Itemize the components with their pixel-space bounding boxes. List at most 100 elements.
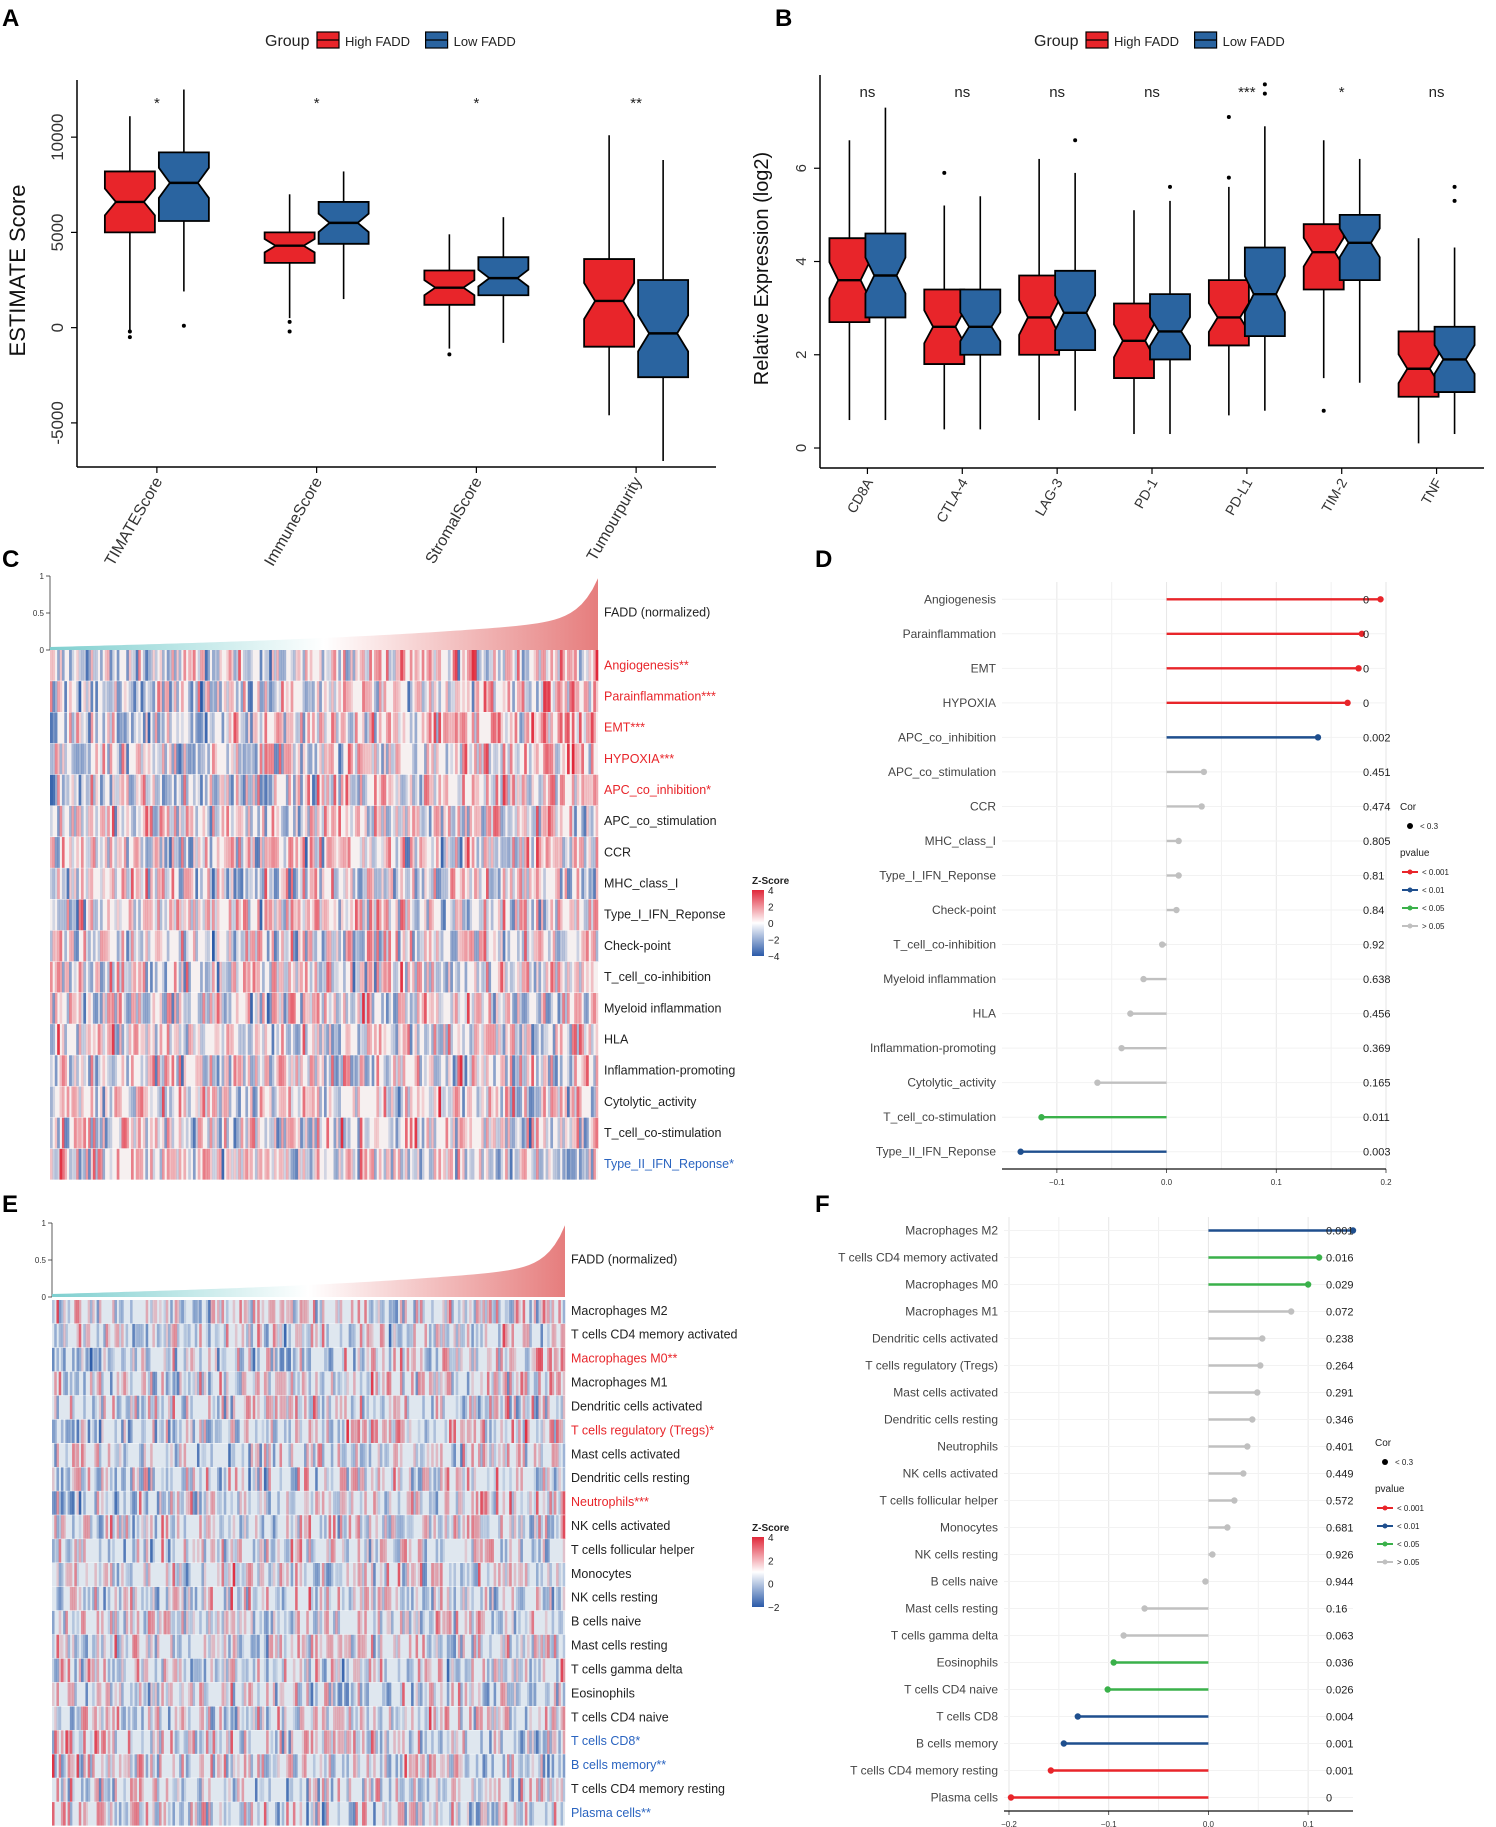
heatmap-cell (489, 1395, 492, 1420)
heatmap-cell (271, 805, 275, 838)
heatmap-cell (61, 837, 65, 869)
heatmap-cell (538, 1515, 541, 1540)
heatmap-cell (420, 1563, 423, 1587)
heatmap-cell (161, 1515, 164, 1540)
heatmap-cell (247, 837, 251, 869)
heatmap-cell (388, 1419, 392, 1444)
heatmap-cell (391, 1419, 394, 1444)
heatmap-cell (277, 1586, 280, 1611)
heatmap-cell (243, 1419, 247, 1444)
heatmap-cell (90, 805, 94, 838)
heatmap-cell (345, 681, 349, 713)
pvalue-legend-item: < 0.001 (1422, 868, 1449, 877)
heatmap-cell (411, 1371, 414, 1396)
heatmap-cell (393, 1323, 396, 1348)
heatmap-cell (157, 681, 160, 713)
heatmap-cell (76, 1563, 80, 1587)
heatmap-cell (486, 1539, 490, 1563)
heatmap-cell (333, 899, 337, 931)
heatmap-cell (104, 1117, 108, 1149)
heatmap-cell (545, 1148, 549, 1180)
heatmap-cell (339, 1515, 343, 1540)
heatmap-cell (179, 1371, 182, 1396)
heatmap-cell (569, 837, 573, 869)
heatmap-cell (221, 868, 225, 900)
heatmap-cell (219, 1300, 222, 1324)
heatmap-cell (337, 1300, 341, 1324)
heatmap-cell (481, 1055, 484, 1087)
heatmap-cell (269, 774, 272, 806)
heatmap-cell (312, 1086, 315, 1118)
heatmap-cell (559, 774, 563, 806)
heatmap-cell (490, 837, 494, 869)
heatmap-cell (540, 1323, 543, 1348)
heatmap-cell (130, 1395, 133, 1420)
heatmap-cell (524, 805, 527, 838)
heatmap-cell (121, 1055, 125, 1087)
heatmap-cell (345, 992, 349, 1025)
y-tick-label: 6 (793, 164, 810, 172)
heatmap-cell (238, 868, 241, 900)
heatmap-cell (100, 961, 103, 993)
heatmap-cell (417, 1539, 421, 1563)
heatmap-cell (483, 1024, 487, 1056)
heatmap-cell (69, 1055, 72, 1087)
heatmap-cell (233, 868, 237, 900)
heatmap-cell (544, 1467, 548, 1492)
heatmap-cell (495, 1300, 499, 1324)
heatmap-cell (252, 837, 256, 869)
heatmap-cell (216, 681, 220, 713)
heatmap-cell (488, 743, 492, 775)
heatmap-cell (451, 1347, 454, 1372)
heatmap-cell (547, 1323, 550, 1348)
x-tick-label: TIMATEScore (102, 474, 166, 569)
heatmap-cell (381, 805, 384, 838)
heatmap-cell (507, 805, 511, 838)
heatmap-cell (421, 837, 425, 869)
heatmap-cell (259, 1491, 262, 1516)
heatmap-cell (199, 1610, 202, 1635)
lollipop-dot (1358, 630, 1366, 637)
heatmap-cell (385, 899, 389, 931)
heatmap-cell (450, 712, 453, 744)
heatmap-cell (221, 805, 225, 838)
heatmap-cell (183, 1323, 187, 1348)
heatmap-cell (326, 1563, 329, 1587)
heatmap-cell (104, 805, 108, 838)
heatmap-cell (78, 899, 82, 931)
heatmap-cell (527, 1347, 530, 1372)
heatmap-cell (293, 743, 296, 775)
heatmap-cell (431, 1395, 434, 1420)
heatmap-cell (114, 992, 118, 1025)
heatmap-cell (138, 899, 141, 931)
heatmap-cell (452, 805, 456, 838)
heatmap-cell (264, 650, 268, 682)
heatmap-cell (297, 1419, 300, 1444)
x-tick-label: −0.1 (1049, 1178, 1065, 1187)
heatmap-cell (524, 1055, 527, 1087)
heatmap-cell (154, 650, 158, 682)
heatmap-cell (488, 805, 492, 838)
heatmap-cell (271, 837, 275, 869)
heatmap-cell (399, 1539, 403, 1563)
heatmap-cell (154, 899, 158, 931)
heatmap-cell (152, 774, 156, 806)
heatmap-cell (195, 712, 199, 744)
heatmap-cell (283, 1055, 287, 1087)
x-tick-label: 0.0 (1161, 1178, 1173, 1187)
heatmap-row-label: NK cells activated (571, 1519, 670, 1533)
heatmap-cell (181, 868, 184, 900)
heatmap-cell (190, 837, 194, 869)
lollipop-dot (1127, 1010, 1134, 1017)
heatmap-cell (159, 899, 163, 931)
heatmap-row (52, 1539, 566, 1564)
heatmap-cell (457, 992, 461, 1025)
heatmap-cell (297, 899, 301, 931)
heatmap-cell (428, 1515, 432, 1540)
heatmap-cell (509, 899, 513, 931)
heatmap-cell (552, 1024, 556, 1056)
heatmap-cell (409, 930, 413, 962)
heatmap-cell (203, 1563, 207, 1587)
heatmap-cell (471, 1323, 474, 1348)
heatmap-cell (171, 899, 175, 931)
